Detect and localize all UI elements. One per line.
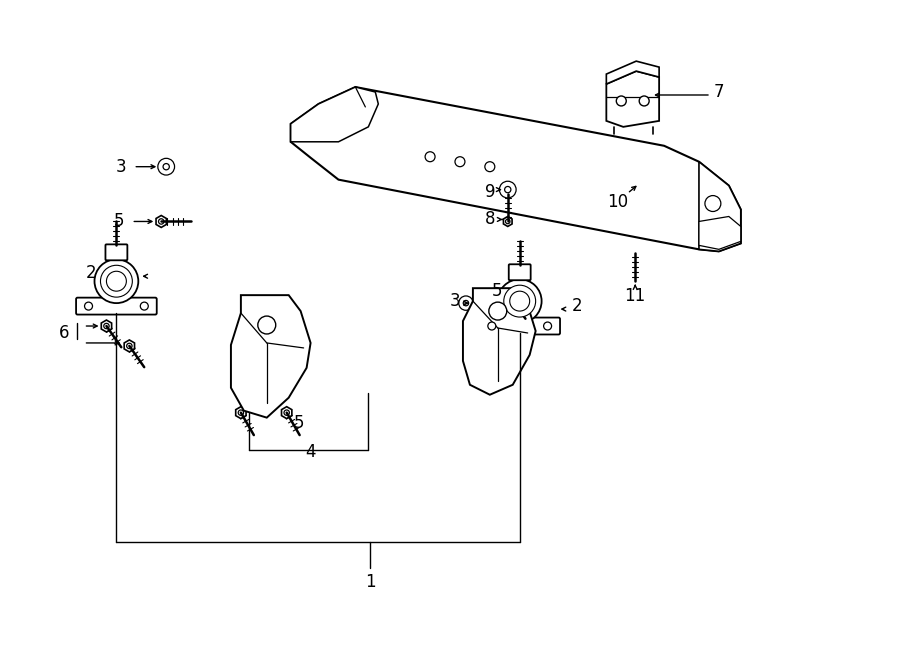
Circle shape xyxy=(140,302,148,310)
Circle shape xyxy=(158,159,175,175)
Circle shape xyxy=(489,302,507,320)
Circle shape xyxy=(163,163,169,170)
Text: 10: 10 xyxy=(607,192,628,211)
Polygon shape xyxy=(102,320,112,332)
Circle shape xyxy=(257,316,275,334)
Text: 5: 5 xyxy=(114,212,124,231)
Polygon shape xyxy=(291,87,378,142)
FancyBboxPatch shape xyxy=(508,264,531,280)
Text: 11: 11 xyxy=(625,287,646,305)
Polygon shape xyxy=(156,215,166,227)
Text: 3: 3 xyxy=(450,292,460,310)
Polygon shape xyxy=(461,297,471,309)
Text: 3: 3 xyxy=(116,158,127,176)
Circle shape xyxy=(498,279,542,323)
Text: 2: 2 xyxy=(572,297,583,315)
Polygon shape xyxy=(160,160,172,174)
Text: 6: 6 xyxy=(58,324,69,342)
Text: 1: 1 xyxy=(365,573,375,591)
Circle shape xyxy=(101,265,132,297)
Polygon shape xyxy=(236,407,246,418)
Circle shape xyxy=(505,186,511,193)
Circle shape xyxy=(284,410,290,415)
Text: 8: 8 xyxy=(484,210,495,229)
Polygon shape xyxy=(463,288,536,395)
Circle shape xyxy=(488,322,496,330)
Text: 9: 9 xyxy=(484,182,495,200)
Polygon shape xyxy=(291,87,741,251)
Text: 4: 4 xyxy=(305,444,316,461)
Circle shape xyxy=(639,96,649,106)
Circle shape xyxy=(509,291,530,311)
Polygon shape xyxy=(501,182,514,196)
Text: 5: 5 xyxy=(491,282,502,300)
Polygon shape xyxy=(231,295,310,418)
Text: 5: 5 xyxy=(293,414,304,432)
Polygon shape xyxy=(503,217,512,227)
Polygon shape xyxy=(124,340,134,352)
Circle shape xyxy=(506,219,510,223)
Circle shape xyxy=(238,410,244,415)
Polygon shape xyxy=(699,162,741,251)
Polygon shape xyxy=(699,217,741,249)
Circle shape xyxy=(500,181,516,198)
Polygon shape xyxy=(607,71,659,127)
Polygon shape xyxy=(507,293,517,305)
Polygon shape xyxy=(282,407,292,418)
Circle shape xyxy=(127,343,132,348)
Circle shape xyxy=(504,285,536,317)
Circle shape xyxy=(459,296,473,310)
Circle shape xyxy=(509,296,515,302)
FancyBboxPatch shape xyxy=(480,317,560,334)
Circle shape xyxy=(104,323,109,329)
Circle shape xyxy=(425,152,435,162)
Circle shape xyxy=(485,162,495,172)
Circle shape xyxy=(94,259,139,303)
Circle shape xyxy=(455,157,465,167)
Circle shape xyxy=(705,196,721,212)
Circle shape xyxy=(464,301,469,306)
FancyBboxPatch shape xyxy=(105,245,128,260)
Circle shape xyxy=(616,96,626,106)
Circle shape xyxy=(158,219,164,224)
Circle shape xyxy=(106,271,126,291)
Polygon shape xyxy=(607,61,659,84)
FancyBboxPatch shape xyxy=(76,297,157,315)
Circle shape xyxy=(544,322,552,330)
Text: 7: 7 xyxy=(714,83,724,101)
Text: 2: 2 xyxy=(86,264,97,282)
Circle shape xyxy=(85,302,93,310)
